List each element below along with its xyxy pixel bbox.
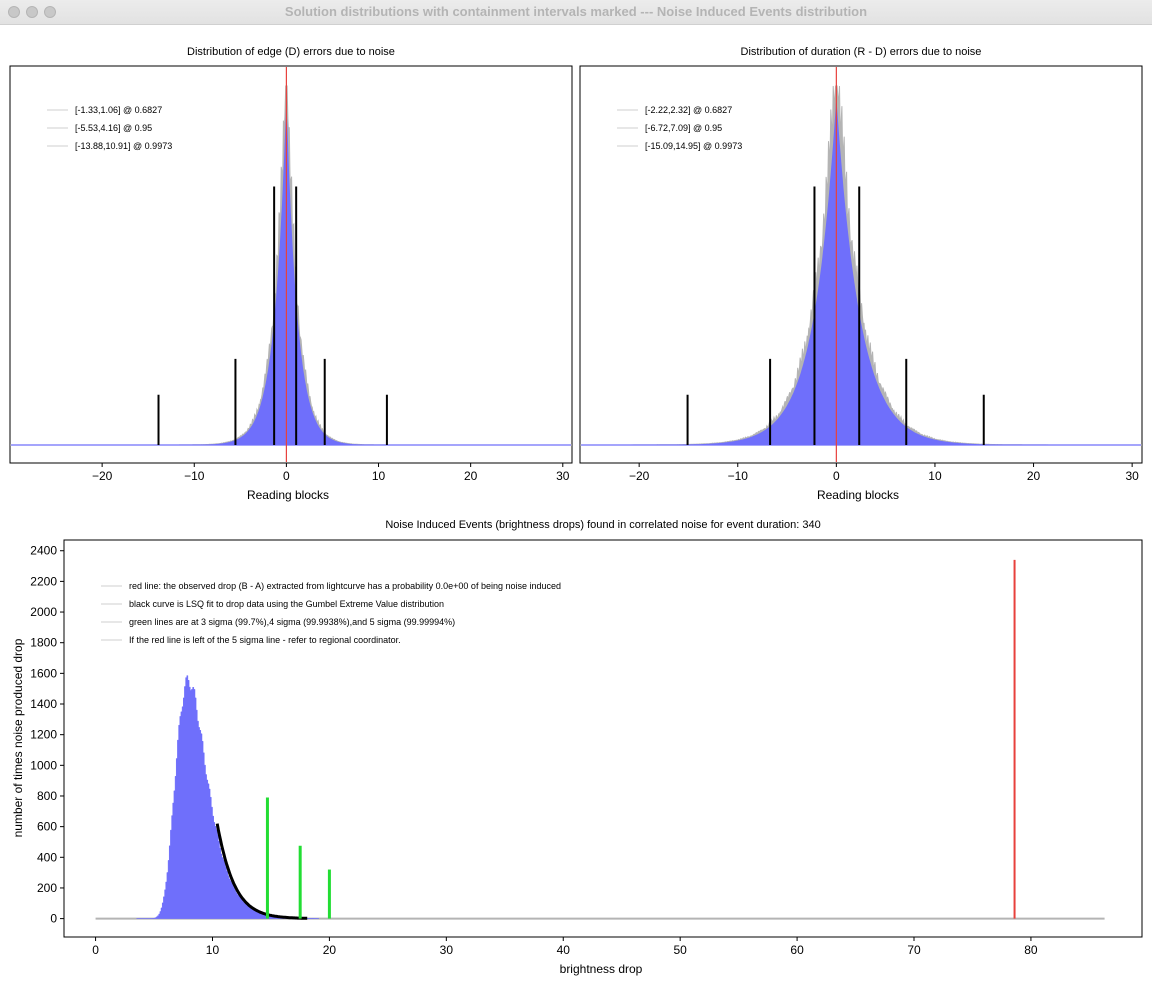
x-tick-label: 50 (673, 943, 687, 957)
y-tick-label: 800 (37, 789, 57, 803)
events-plot-xlabel: brightness drop (560, 962, 643, 976)
window-title-bar: Solution distributions with containment … (0, 0, 1152, 25)
x-tick-label: −20 (629, 469, 650, 483)
events-plot-frame (63, 539, 1143, 938)
y-tick-label: 1400 (30, 697, 57, 711)
y-tick-label: 2000 (30, 605, 57, 619)
y-tick-label: 1600 (30, 666, 57, 680)
x-tick-label: 20 (323, 943, 337, 957)
y-tick-label: 400 (37, 850, 57, 864)
events-plot-ylabel: number of times noise produced drop (11, 638, 25, 837)
x-tick-label: −20 (92, 469, 113, 483)
noise-events-plot: Noise Induced Events (brightness drops) … (11, 519, 1143, 976)
x-tick-label: 0 (283, 469, 290, 483)
x-tick-label: 30 (1125, 469, 1139, 483)
close-window-button[interactable] (8, 6, 20, 18)
events-plot-title: Noise Induced Events (brightness drops) … (385, 519, 820, 531)
x-tick-label: 20 (1027, 469, 1041, 483)
legend-entry: If the red line is left of the 5 sigma l… (129, 635, 401, 645)
histogram-area (580, 96, 1142, 446)
window-title: Solution distributions with containment … (284, 4, 868, 19)
legend-entry: [-13.88,10.91] @ 0.9973 (75, 141, 172, 151)
x-tick-label: 80 (1024, 943, 1038, 957)
x-tick-label: 70 (907, 943, 921, 957)
histogram-area (10, 96, 572, 446)
duration-plot-title: Distribution of duration (R - D) errors … (741, 46, 982, 58)
y-tick-label: 1800 (30, 636, 57, 650)
legend-entry: [-15.09,14.95] @ 0.9973 (645, 141, 742, 151)
legend-entry: [-5.53,4.16] @ 0.95 (75, 123, 152, 133)
x-tick-label: 0 (92, 943, 99, 957)
y-tick-label: 600 (37, 820, 57, 834)
x-tick-label: 40 (557, 943, 571, 957)
edge-error-plot: Distribution of edge (D) errors due to n… (9, 46, 573, 502)
duration-plot-xlabel: Reading blocks (817, 488, 899, 502)
x-tick-label: 20 (464, 469, 478, 483)
y-tick-label: 1200 (30, 728, 57, 742)
legend-entry: black curve is LSQ fit to drop data usin… (129, 599, 444, 609)
legend-entry: red line: the observed drop (B - A) extr… (129, 581, 561, 591)
x-tick-label: 0 (833, 469, 840, 483)
duration-error-plot: Distribution of duration (R - D) errors … (579, 46, 1143, 502)
x-tick-label: 30 (556, 469, 570, 483)
gumbel-fit-curve (215, 823, 308, 920)
x-tick-label: −10 (184, 469, 205, 483)
zoom-window-button[interactable] (44, 6, 56, 18)
legend-entry: [-1.33,1.06] @ 0.6827 (75, 105, 162, 115)
x-tick-label: 10 (206, 943, 220, 957)
x-tick-label: 60 (790, 943, 804, 957)
legend-entry: green lines are at 3 sigma (99.7%),4 sig… (129, 617, 455, 627)
x-tick-label: −10 (728, 469, 749, 483)
legend-entry: [-6.72,7.09] @ 0.95 (645, 123, 722, 133)
y-tick-label: 2200 (30, 574, 57, 588)
x-tick-label: 30 (440, 943, 454, 957)
edge-plot-xlabel: Reading blocks (247, 488, 329, 502)
edge-plot-title: Distribution of edge (D) errors due to n… (187, 46, 395, 58)
y-tick-label: 2400 (30, 544, 57, 558)
x-tick-label: 10 (928, 469, 942, 483)
minimize-window-button[interactable] (26, 6, 38, 18)
x-tick-label: 10 (372, 469, 386, 483)
y-tick-label: 0 (50, 912, 57, 926)
y-tick-label: 200 (37, 881, 57, 895)
y-tick-label: 1000 (30, 758, 57, 772)
legend-entry: [-2.22,2.32] @ 0.6827 (645, 105, 732, 115)
